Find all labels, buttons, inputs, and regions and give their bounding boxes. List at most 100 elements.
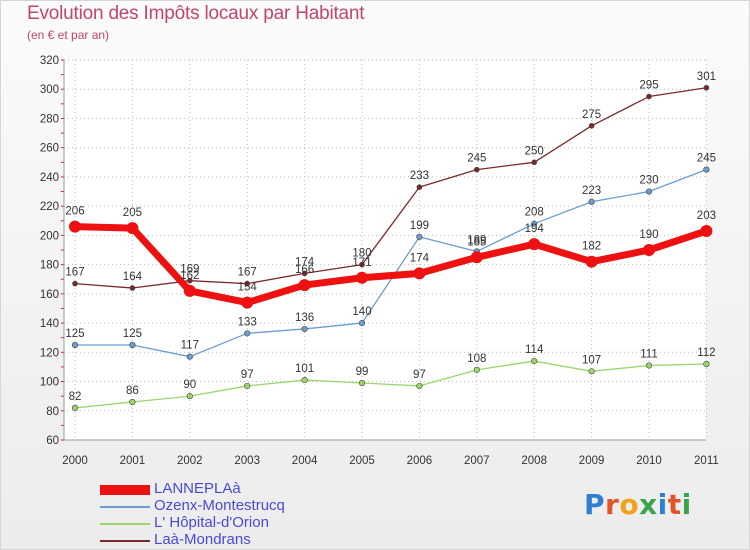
- x-tick-label: 2006: [407, 455, 433, 467]
- data-label: 108: [467, 353, 486, 365]
- data-point: [129, 398, 136, 406]
- data-point: [244, 382, 251, 390]
- data-point: [700, 225, 713, 237]
- x-tick-label: 2003: [234, 455, 260, 467]
- data-label: 199: [410, 220, 429, 232]
- data-label: 125: [123, 328, 142, 340]
- logo-letter: i: [681, 488, 692, 521]
- data-label: 174: [295, 256, 315, 268]
- data-label: 230: [639, 175, 658, 187]
- legend-label: Ozenx-Montestrucq: [154, 497, 285, 514]
- data-label: 171: [352, 257, 371, 269]
- data-point: [298, 279, 311, 292]
- data-point: [703, 84, 710, 91]
- data-point: [588, 368, 595, 375]
- y-tick-label: 60: [46, 435, 59, 447]
- data-label: 107: [582, 354, 601, 366]
- x-tick-label: 2004: [292, 455, 318, 467]
- logo-letter: o: [619, 488, 640, 521]
- data-point: [186, 393, 193, 400]
- plot-area: [64, 60, 706, 440]
- line-chart: 60 80 100 120 140 160 180 200 220 240 260 280 300 320…: [40, 55, 719, 467]
- data-point: [416, 382, 423, 390]
- data-label: 99: [356, 366, 369, 378]
- y-tick-label: 260: [40, 143, 59, 155]
- data-point: [71, 404, 79, 411]
- data-label: 206: [65, 206, 84, 218]
- data-label: 245: [467, 153, 486, 165]
- y-tick-label: 280: [40, 113, 59, 125]
- y-tick-label: 140: [40, 318, 59, 330]
- data-label: 166: [295, 264, 314, 276]
- x-tick-label: 2000: [62, 455, 88, 467]
- data-point: [71, 341, 79, 349]
- y-tick-label: 160: [40, 289, 59, 301]
- data-label: 133: [238, 316, 257, 328]
- data-label: 82: [69, 391, 82, 403]
- data-point: [301, 376, 308, 384]
- data-point: [645, 362, 653, 369]
- legend-swatch: [100, 506, 150, 508]
- data-label: 250: [525, 145, 544, 157]
- data-label: 208: [525, 207, 544, 219]
- series-line: [74, 360, 708, 409]
- y-tick-label: 120: [40, 347, 59, 359]
- data-label: 190: [639, 229, 658, 241]
- y-tick-label: 300: [40, 84, 59, 96]
- series-line: [71, 223, 710, 307]
- logo-letter: x: [639, 488, 658, 521]
- data-point: [470, 251, 483, 264]
- data-label: 203: [697, 210, 716, 222]
- x-tick-label: 2008: [521, 455, 547, 467]
- data-point: [244, 280, 250, 287]
- x-tick-label: 2007: [464, 455, 490, 467]
- data-point: [358, 319, 366, 327]
- data-point: [646, 93, 652, 100]
- logo-letter: i: [657, 488, 668, 521]
- logo-letter: t: [667, 488, 682, 521]
- x-tick-label: 2001: [120, 455, 146, 467]
- x-tick-label: 2002: [177, 455, 203, 467]
- y-tick-label: 100: [40, 377, 59, 389]
- data-label: 90: [183, 379, 196, 391]
- proxiti-logo: Proxiti: [584, 488, 692, 521]
- data-label: 167: [65, 267, 84, 279]
- data-label: 86: [126, 385, 139, 397]
- y-tick-label: 240: [40, 172, 59, 184]
- data-label: 169: [180, 264, 199, 276]
- logo-letter: P: [584, 488, 606, 521]
- data-point: [473, 166, 480, 173]
- data-label: 117: [181, 340, 199, 352]
- chart-subtitle: (en € et par an): [27, 28, 110, 42]
- data-point: [126, 222, 139, 235]
- data-point: [416, 233, 423, 240]
- data-point: [531, 159, 538, 166]
- legend-swatch: [100, 485, 150, 495]
- data-label: 111: [640, 348, 657, 360]
- data-point: [645, 188, 653, 195]
- data-point: [129, 341, 136, 349]
- legend-label: L' Hôpital-d'Orion: [154, 514, 269, 531]
- data-point: [301, 325, 308, 333]
- x-tick-label: 2005: [349, 455, 375, 467]
- data-label: 167: [238, 267, 257, 279]
- data-label: 295: [639, 80, 658, 92]
- y-tick-label: 200: [40, 230, 59, 242]
- data-point: [473, 366, 480, 373]
- x-tick-label: 2009: [579, 455, 605, 467]
- data-label: 275: [582, 109, 601, 121]
- data-point: [356, 271, 368, 284]
- data-label: 189: [467, 234, 486, 246]
- data-label: 301: [697, 71, 716, 83]
- data-point: [69, 220, 81, 233]
- data-point: [187, 277, 193, 284]
- x-tick-label: 2010: [636, 455, 662, 467]
- data-point: [129, 285, 136, 291]
- data-label: 97: [413, 369, 426, 381]
- data-label: 182: [582, 241, 601, 253]
- data-label: 140: [352, 306, 371, 318]
- data-label: 125: [65, 328, 84, 340]
- data-label: 154: [238, 282, 258, 294]
- data-point: [528, 238, 541, 251]
- data-label: 180: [352, 248, 371, 260]
